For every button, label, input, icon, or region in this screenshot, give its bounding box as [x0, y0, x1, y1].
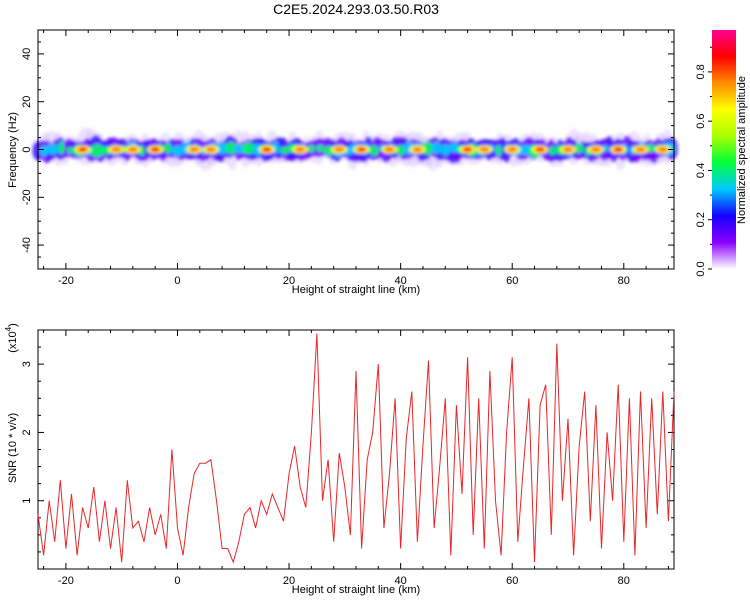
spectral-mid-cell — [39, 145, 48, 157]
snr-y-tick-label: 2 — [21, 429, 33, 435]
colorbar-tick-label: 0.2 — [695, 212, 707, 227]
spectral-peak-hot — [657, 146, 668, 153]
spectral-peak-hot — [77, 146, 88, 153]
spectral-mid-cell — [171, 145, 184, 156]
spectral-mid-cell — [431, 142, 442, 154]
spectral-band — [30, 127, 678, 172]
spectral-peak-hot — [535, 146, 546, 153]
spectrogram-x-tick-label: 0 — [174, 275, 180, 287]
colorbar-ticks: 0.0 0.2 0.4 0.6 0.8 — [695, 46, 712, 277]
spectral-peak-hot — [189, 146, 200, 153]
figure-title: C2E5.2024.293.03.50.R03 — [273, 1, 439, 17]
spectral-mid-cell — [575, 142, 584, 154]
snr-x-label: Height of straight line (km) — [292, 584, 420, 596]
colorbar-label: Normalized spectral amplitude — [736, 76, 748, 224]
spectral-peak-hot — [334, 146, 345, 153]
snr-y-tick-label: 3 — [21, 361, 33, 367]
spectrogram-x-tick-label: 20 — [283, 275, 295, 287]
colorbar-tick-label: 0.0 — [695, 261, 707, 276]
spectral-mid-cell — [58, 141, 65, 155]
spectral-mid-cell — [602, 144, 610, 152]
spectral-peak-hot — [613, 146, 624, 153]
snr-y-multiplier-base: (x10 — [7, 331, 19, 352]
snr-y-multiplier-exp: 4 — [4, 326, 13, 331]
spectrogram-y-tick-label: 20 — [21, 96, 33, 108]
spectrogram-y-tick-label: 0 — [21, 146, 33, 152]
snr-y-label: SNR (10 * v/v) — [7, 413, 19, 483]
spectrogram-panel: -20 0 20 40 60 80 -40 -20 0 20 40 Height of straig… — [7, 29, 678, 296]
spectrogram-axes: -20 0 20 40 60 80 -40 -20 0 20 40 — [21, 30, 674, 287]
spectrogram-x-tick-label: 60 — [506, 275, 518, 287]
spectral-peak-hot — [150, 146, 161, 153]
spectral-peak-hot — [295, 146, 306, 153]
spectral-peak-hot — [384, 146, 395, 153]
spectral-peak-hot — [590, 146, 601, 153]
spectral-mid-cell — [307, 144, 315, 153]
spectrogram-x-tick-label: 80 — [618, 275, 630, 287]
spectral-peak-hot — [356, 146, 367, 153]
snr-series-line — [37, 333, 675, 564]
snr-x-tick-label: 20 — [283, 575, 295, 587]
spectral-peak-hot — [127, 146, 138, 153]
spectral-mid-cell — [368, 145, 379, 156]
svg-text:(x104): (x104) — [4, 323, 19, 353]
spectral-mid-cell — [242, 142, 256, 155]
spectral-mid-cell — [45, 143, 60, 155]
spectral-mid-cell — [253, 143, 263, 156]
spectral-peak-hot — [563, 146, 573, 153]
snr-x-tick-label: 60 — [506, 575, 518, 587]
colorbar-tick-label: 0.8 — [695, 64, 707, 79]
spectral-peak-hot — [412, 146, 423, 153]
spectral-peak-hot — [205, 146, 216, 153]
spectral-peak-hot — [462, 146, 473, 153]
spectrogram-y-tick-label: -40 — [21, 237, 33, 253]
snr-axes: -20 0 20 40 60 80 1 2 3 — [21, 330, 674, 587]
spectrogram-x-tick-label: -20 — [58, 275, 74, 287]
spectrogram-y-tick-label: -20 — [21, 189, 33, 205]
spectrogram-x-label: Height of straight line (km) — [292, 284, 420, 296]
snr-panel: -20 0 20 40 60 80 1 2 3 Height of straight line … — [4, 323, 675, 596]
spectral-mid-cell — [316, 144, 325, 152]
snr-y-multiplier: (x104) — [4, 323, 19, 353]
spectral-peak-hot — [507, 146, 518, 153]
spectral-mid-cell — [395, 145, 406, 156]
snr-x-tick-label: -20 — [58, 575, 74, 587]
spectral-peak-hot — [635, 146, 646, 153]
colorbar: 0.0 0.2 0.4 0.6 0.8 Normalized spectral ampl… — [695, 30, 748, 277]
snr-y-tick-label: 1 — [21, 498, 33, 504]
colorbar-gradient — [712, 30, 736, 269]
spectrogram-x-tick-label: 40 — [395, 275, 407, 287]
spectral-peak-hot — [111, 146, 122, 153]
spectral-mid-cell — [90, 143, 104, 157]
snr-x-tick-label: 0 — [174, 575, 180, 587]
colorbar-tick-label: 0.4 — [695, 163, 707, 178]
spectral-peak-hot — [261, 146, 272, 153]
spectral-mid-cell — [224, 142, 238, 154]
spectral-mid-cell — [548, 146, 556, 156]
spectral-peak-hot — [479, 146, 490, 153]
colorbar-tick-label: 0.6 — [695, 114, 707, 129]
spectral-mid-cell — [495, 144, 502, 156]
spectral-mid-cell — [66, 147, 74, 154]
spectral-mid-cell — [421, 141, 434, 155]
snr-x-tick-label: 80 — [618, 575, 630, 587]
spectral-mid-cell — [216, 142, 229, 155]
snr-x-tick-label: 40 — [395, 575, 407, 587]
spectral-mid-cell — [165, 142, 172, 154]
spectrogram-y-tick-label: 40 — [21, 48, 33, 60]
spectral-mid-cell — [440, 144, 451, 156]
spectrogram-y-label: Frequency (Hz) — [7, 112, 19, 188]
